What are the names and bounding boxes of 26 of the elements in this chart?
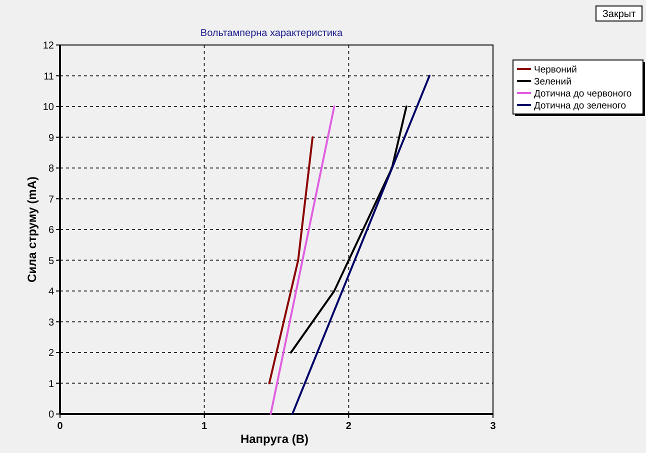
legend-label: Дотична до зеленого <box>534 100 626 112</box>
legend-label: Дотична до червоного <box>534 88 632 100</box>
y-tick-label: 1 <box>48 378 54 390</box>
x-axis-title: Напруга (В) <box>240 432 309 446</box>
y-tick-label: 5 <box>48 256 54 267</box>
x-tick-label: 2 <box>346 421 352 432</box>
x-tick-label: 0 <box>57 421 64 432</box>
y-tick-label: 9 <box>48 132 54 144</box>
y-axis-title: Сила струму (mA) <box>25 176 39 282</box>
legend-label: Червоний <box>534 64 577 76</box>
y-tick-label: 2 <box>48 348 54 359</box>
chart-title: Вольтамперна характеристика <box>200 28 344 39</box>
line-series <box>290 106 408 354</box>
y-tick-label: 6 <box>48 225 54 236</box>
y-tick-label: 0 <box>48 410 54 420</box>
y-tick-label: 4 <box>48 286 54 298</box>
y-tick-label: 12 <box>42 40 54 52</box>
y-tick-label: 8 <box>48 164 54 174</box>
y-tick-label: 11 <box>44 71 54 82</box>
y-tick-label: 10 <box>42 102 54 113</box>
y-tick-label: 7 <box>48 194 54 206</box>
legend-label: Зелений <box>534 76 572 88</box>
y-tick-label: 3 <box>48 317 54 328</box>
x-tick-label: 1 <box>202 421 208 432</box>
x-tick-label: 3 <box>490 421 496 432</box>
close-button: Закрыт <box>596 6 642 22</box>
